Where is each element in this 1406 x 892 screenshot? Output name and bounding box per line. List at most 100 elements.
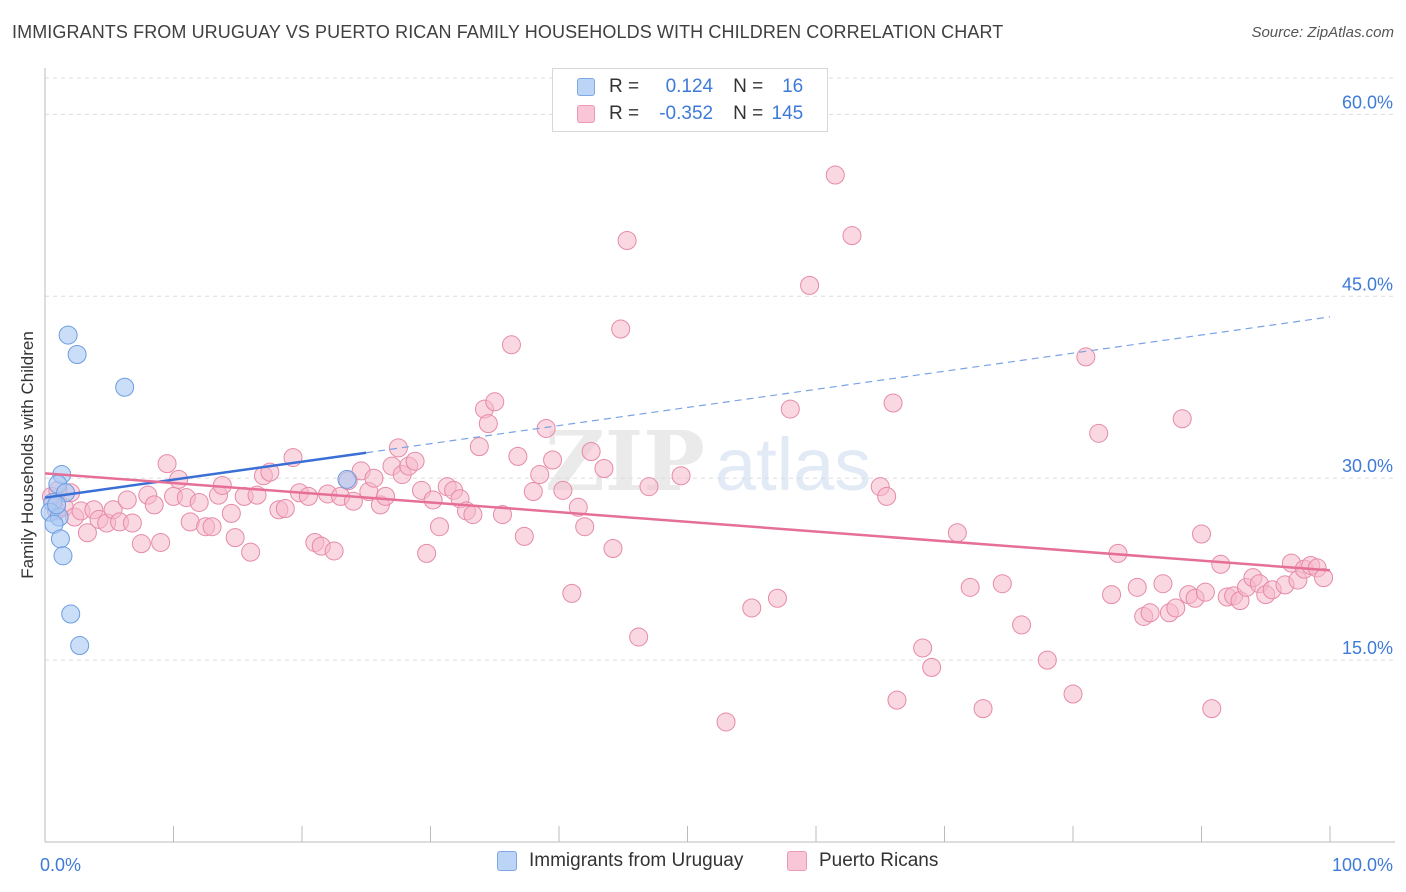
puerto-rican-point (508, 446, 528, 466)
uruguay-point (115, 377, 135, 397)
uruguay-point (70, 636, 90, 656)
legend-swatch-puerto-rican (577, 105, 595, 123)
source-label: Source: ZipAtlas.com (1251, 24, 1394, 41)
puerto-rican-point (77, 523, 97, 543)
trendlines (44, 316, 1331, 572)
uruguay-point (50, 529, 70, 549)
puerto-rican-point (122, 513, 142, 533)
puerto-rican-point (131, 534, 151, 554)
puerto-rican-point (241, 542, 261, 562)
puerto-rican-point (221, 503, 241, 523)
puerto-rican-point (877, 486, 897, 506)
y-tick-label: 45.0% (1342, 274, 1393, 294)
puerto-rican-point (973, 699, 993, 719)
puerto-rican-point (1153, 574, 1173, 594)
puerto-rican-point (225, 528, 245, 548)
puerto-rican-point (298, 486, 318, 506)
puerto-rican-point (992, 574, 1012, 594)
puerto-rican-point (157, 454, 177, 474)
puerto-rican-point (151, 532, 171, 552)
puerto-rican-point (423, 490, 443, 510)
x-tick-label: 100.0% (1332, 855, 1393, 875)
puerto-rican-point (514, 526, 534, 546)
puerto-rican-point (463, 505, 483, 525)
puerto-rican-point (671, 466, 691, 486)
puerto-rican-trendline (44, 472, 1331, 572)
bottom-legend-label-uruguay: Immigrants from Uruguay (529, 850, 744, 871)
puerto-rican-point (825, 165, 845, 185)
uruguay-point (47, 495, 67, 515)
grid-lines (45, 77, 1395, 661)
bottom-legend-puerto-rican: Puerto Ricans (787, 850, 938, 872)
puerto-rican-point (947, 523, 967, 543)
watermark-atlas: atlas (715, 423, 871, 506)
legend-row-puerto-rican: R = -0.352 N = 145 (577, 102, 803, 126)
uruguay-trendline-extension (366, 316, 1331, 454)
legend-n-label: N = (733, 76, 764, 97)
puerto-rican-point (603, 539, 623, 559)
y-axis-title: Family Households with Children (18, 331, 37, 579)
puerto-rican-point (364, 468, 384, 488)
puerto-rican-point (144, 495, 164, 515)
puerto-rican-point (492, 505, 512, 525)
puerto-rican-point (501, 335, 521, 355)
puerto-rican-point (202, 517, 222, 537)
puerto-rican-point (553, 480, 573, 500)
puerto-rican-point (617, 231, 637, 251)
puerto-rican-point (117, 490, 137, 510)
puerto-rican-point (478, 414, 498, 434)
puerto-rican-point (639, 477, 659, 497)
puerto-rican-point (887, 690, 907, 710)
legend-n-label: N = (733, 103, 764, 124)
puerto-rican-point (960, 577, 980, 597)
puerto-rican-point (1211, 554, 1231, 574)
legend-row-uruguay: R = 0.124 N = 16 (577, 75, 803, 99)
uruguay-point (58, 325, 78, 345)
puerto-rican-point (189, 492, 209, 512)
bottom-legend-swatch-uruguay (497, 851, 517, 871)
uruguay-point (337, 469, 357, 489)
puerto-rican-point (742, 598, 762, 618)
puerto-rican-point (575, 517, 595, 537)
y-tick-label: 60.0% (1342, 92, 1393, 112)
axes (44, 68, 1395, 843)
puerto-rican-point (1172, 409, 1192, 429)
bottom-legend-uruguay: Immigrants from Uruguay (497, 850, 743, 872)
puerto-rican-point (1089, 423, 1109, 443)
puerto-rican-point (1202, 699, 1222, 719)
uruguay-trendline (44, 451, 367, 499)
puerto-rican-point (922, 657, 942, 677)
puerto-rican-point (324, 541, 344, 561)
watermark-zip: ZIP (545, 414, 705, 510)
puerto-rican-point (800, 275, 820, 295)
correlation-legend: R = 0.124 N = 16 R = -0.352 N = 145 (552, 68, 828, 132)
puerto-rican-point (1037, 650, 1057, 670)
puerto-rican-point (1192, 524, 1211, 544)
puerto-rican-point (562, 583, 582, 603)
puerto-rican-point (568, 497, 588, 517)
puerto-rican-point (523, 482, 543, 502)
legend-n-value: 16 (782, 76, 804, 97)
y-tick-label: 30.0% (1342, 456, 1393, 476)
puerto-rican-point (1127, 577, 1147, 597)
puerto-rican-point (594, 458, 614, 478)
bottom-legend-swatch-puerto-rican (787, 851, 807, 871)
puerto-rican-point (1012, 615, 1032, 635)
puerto-rican-point (767, 588, 787, 608)
y-tick-label: 15.0% (1342, 638, 1393, 658)
puerto-rican-point (1140, 603, 1160, 623)
puerto-rican-point (388, 438, 408, 458)
legend-r-value: 0.124 (665, 76, 714, 97)
puerto-rican-point (716, 712, 736, 732)
puerto-rican-point (780, 399, 800, 419)
tick-labels: 15.0% 30.0% 45.0% 60.0% 0.0% 100.0% (40, 92, 1393, 875)
uruguay-point (53, 546, 73, 566)
puerto-rican-point (485, 392, 505, 412)
legend-r-value: -0.352 (659, 103, 714, 124)
puerto-rican-point (536, 418, 556, 438)
puerto-rican-point (1063, 684, 1083, 704)
bottom-legend-label-puerto-rican: Puerto Ricans (819, 850, 939, 871)
puerto-rican-point (883, 393, 903, 413)
puerto-rican-point (275, 499, 295, 519)
watermark: ZIP atlas (545, 414, 871, 510)
